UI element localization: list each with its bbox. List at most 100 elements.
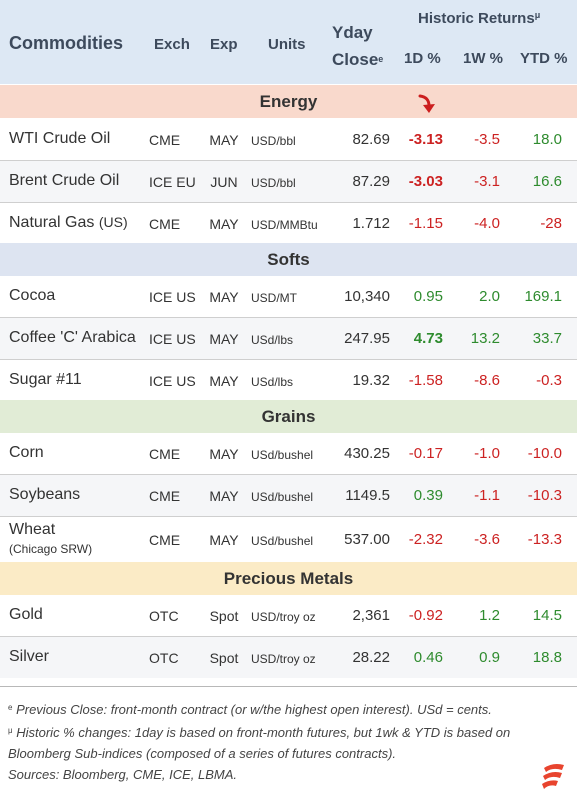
row-divider: [0, 474, 577, 475]
return-1d: -0.92: [408, 607, 443, 624]
exchange: CME: [149, 216, 181, 232]
table-row-natural-gas: Natural Gas (US) CME MAY USD/MMBtu 1.712…: [0, 203, 577, 244]
return-1w: 2.0: [479, 288, 500, 305]
return-1d: 0.95: [413, 288, 443, 305]
commodity-name: Cocoa: [9, 287, 56, 304]
return-ytd: 16.6: [532, 173, 562, 190]
commodity-name: Silver: [9, 648, 50, 665]
exchange: CME: [149, 532, 181, 548]
exchange: ICE US: [149, 331, 196, 347]
section-softs-label: Softs: [267, 250, 310, 269]
return-ytd: -13.3: [527, 531, 562, 548]
commodity-name: Coffee 'C' Arabica: [9, 329, 136, 346]
yday-close: 82.69: [352, 131, 390, 148]
section-softs: Softs: [0, 243, 577, 276]
commodity-name: Brent Crude Oil: [9, 172, 120, 189]
row-divider: [0, 160, 577, 161]
row-divider: [0, 636, 577, 637]
return-1w: -8.6: [474, 372, 500, 389]
exchange: CME: [149, 488, 181, 504]
commodity-name: Natural Gas (US): [9, 214, 128, 232]
expiry: MAY: [209, 488, 239, 504]
exchange: CME: [149, 132, 181, 148]
commodity-name-main: Wheat: [9, 521, 56, 538]
return-1d: 0.46: [413, 649, 443, 666]
footnote-sources: Sources: Bloomberg, CME, ICE, LBMA.: [8, 767, 238, 782]
units: USD/bbl: [251, 176, 296, 190]
return-ytd: -28: [540, 215, 562, 232]
table-row-silver: Silver OTC Spot USD/troy oz 28.22 0.46 0…: [0, 637, 577, 678]
table-row-soybeans: Soybeans CME MAY USd/bushel 1149.5 0.39 …: [0, 475, 577, 516]
footnote-mark-e: e: [8, 703, 13, 712]
exchange: OTC: [149, 650, 179, 666]
expiry: MAY: [209, 331, 239, 347]
table-row-cocoa: Cocoa ICE US MAY USD/MT 10,340 0.95 2.0 …: [0, 276, 577, 317]
commodity-name-sub: (Chicago SRW): [9, 542, 93, 556]
expiry: MAY: [209, 289, 239, 305]
footnote-historic: μ Historic % changes: 1day is based on f…: [8, 720, 553, 764]
expiry: Spot: [209, 608, 239, 624]
commodity-name-sub: (US): [98, 214, 128, 230]
units: USd/bushel: [251, 490, 314, 504]
commodity-name: WTI Crude Oil: [9, 130, 111, 147]
return-1w: -3.6: [474, 531, 500, 548]
table-row-wti: WTI Crude Oil CME MAY USD/bbl 82.69 -3.1…: [0, 119, 577, 160]
units: USD/bbl: [251, 134, 296, 148]
return-ytd: 33.7: [532, 330, 562, 347]
exchange: CME: [149, 446, 181, 462]
section-energy: Energy: [0, 85, 577, 118]
exchange: ICE EU: [149, 174, 196, 190]
table-row-brent: Brent Crude Oil ICE EU JUN USD/bbl 87.29…: [0, 161, 577, 202]
commodity-name-main: Natural Gas: [9, 214, 95, 231]
return-1d: -0.17: [408, 445, 443, 462]
units: USD/MT: [251, 291, 297, 305]
yday-close: 87.29: [352, 173, 390, 190]
yday-close: 1.712: [352, 215, 390, 232]
table-row-gold: Gold OTC Spot USD/troy oz 2,361 -0.92 1.…: [0, 595, 577, 636]
yday-close: 2,361: [352, 607, 390, 624]
header-historic-label: Historic Returns: [418, 10, 535, 27]
commodity-name: Wheat (Chicago SRW): [9, 521, 92, 556]
return-1d: -3.13: [408, 131, 443, 148]
return-ytd: 14.5: [532, 607, 562, 624]
header-ytd: YTD %: [520, 50, 568, 67]
expiry: MAY: [209, 373, 239, 389]
yday-close: 10,340: [344, 288, 390, 305]
section-grains: Grains: [0, 400, 577, 433]
footnote-previous-close: e Previous Close: front-month contract (…: [8, 697, 553, 720]
return-ytd: -0.3: [536, 372, 562, 389]
header-exp: Exp: [210, 36, 238, 53]
return-1w: -1.1: [474, 487, 500, 504]
units: USD/troy oz: [251, 652, 316, 666]
down-right-arrow-icon: [418, 94, 435, 113]
header-exch: Exch: [154, 36, 190, 53]
footnote-mark-mu: μ: [8, 726, 13, 735]
return-ytd: -10.0: [527, 445, 562, 462]
header-1w: 1W %: [463, 50, 504, 67]
units: USD/troy oz: [251, 610, 316, 624]
units: USd/bushel: [251, 534, 314, 548]
units: USd/lbs: [251, 333, 294, 347]
return-1d: -1.15: [408, 215, 443, 232]
return-ytd: 18.8: [532, 649, 562, 666]
return-ytd: 169.1: [524, 288, 562, 305]
return-1w: -4.0: [474, 215, 500, 232]
return-1w: -3.1: [474, 173, 500, 190]
commodity-name: Soybeans: [9, 486, 81, 503]
table-row-sugar: Sugar #11 ICE US MAY USd/lbs 19.32 -1.58…: [0, 360, 577, 401]
exchange: ICE US: [149, 373, 196, 389]
section-energy-label: Energy: [259, 92, 318, 111]
commodity-name: Gold: [9, 606, 43, 623]
table-header: Commodities Exch Exp Units Yday Closee H…: [0, 0, 577, 84]
row-divider: [0, 202, 577, 203]
footnote-text-2: Historic % changes: 1day is based on fro…: [8, 725, 511, 761]
return-1d: -2.32: [408, 531, 443, 548]
footer-divider: [0, 686, 577, 687]
expiry: MAY: [209, 532, 239, 548]
return-1w: 1.2: [479, 607, 500, 624]
section-metals-label: Precious Metals: [223, 569, 354, 588]
return-ytd: -10.3: [527, 487, 562, 504]
return-ytd: 18.0: [532, 131, 562, 148]
table-row-corn: Corn CME MAY USd/bushel 430.25 -0.17 -1.…: [0, 433, 577, 474]
table-row-coffee: Coffee 'C' Arabica ICE US MAY USd/lbs 24…: [0, 318, 577, 359]
